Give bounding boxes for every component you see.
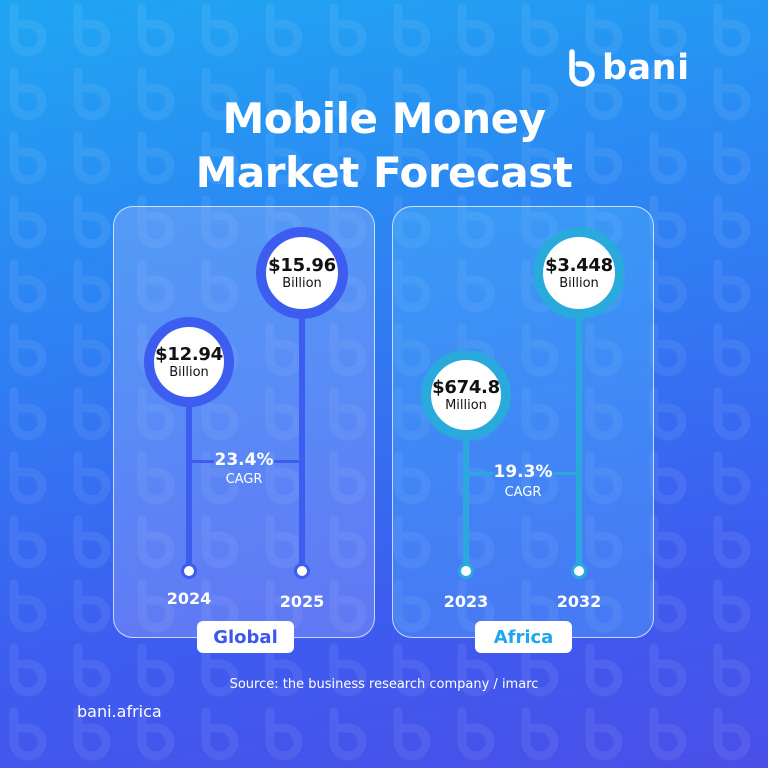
bani-logo-icon — [569, 49, 595, 87]
source-credit: Source: the business research company / … — [229, 677, 539, 692]
global-cagr-line-left — [192, 460, 214, 463]
africa-2032-stem — [576, 307, 582, 569]
global-end-year: 2025 — [279, 592, 325, 611]
global-cagr-line-right — [274, 460, 299, 463]
africa-2023-amount: $674.8 — [432, 376, 500, 398]
website-url: bani.africa — [77, 702, 162, 721]
africa-cagr-line-right — [553, 472, 576, 475]
global-2024-stem — [186, 397, 192, 567]
global-tag: Global — [197, 621, 294, 653]
title-line-2: Market Forecast — [195, 148, 573, 197]
africa-2023-endpoint — [458, 563, 474, 579]
global-2025-amount: $15.96 — [268, 254, 336, 276]
africa-panel: 19.3% CAGR $674.8 Million $3.448 Billion… — [392, 206, 654, 638]
africa-start-year: 2023 — [443, 592, 489, 611]
africa-cagr-value: 19.3% — [493, 462, 553, 482]
title-line-1: Mobile Money — [222, 94, 546, 143]
africa-end-year: 2032 — [556, 592, 602, 611]
africa-tag: Africa — [475, 621, 572, 653]
global-2025-unit: Billion — [282, 275, 322, 291]
global-2024-endpoint — [181, 563, 197, 579]
africa-2023-stem — [463, 427, 469, 569]
africa-cagr-label: CAGR — [504, 485, 542, 500]
page-title: Mobile Money Market Forecast — [0, 92, 768, 200]
global-cagr-value: 23.4% — [214, 450, 274, 470]
africa-2023-bubble: $674.8 Million — [421, 350, 511, 440]
global-2024-amount: $12.94 — [155, 343, 223, 365]
global-2025-bubble: $15.96 Billion — [256, 227, 348, 319]
africa-2032-amount: $3.448 — [545, 254, 613, 276]
africa-2032-bubble: $3.448 Billion — [533, 227, 625, 319]
brand-name: bani — [602, 48, 690, 88]
global-cagr-label: CAGR — [225, 472, 263, 487]
global-2024-unit: Billion — [169, 364, 209, 380]
africa-2032-endpoint — [571, 563, 587, 579]
brand-logo: bani — [566, 48, 690, 88]
global-2024-bubble: $12.94 Billion — [144, 317, 234, 407]
global-2025-stem — [299, 307, 305, 567]
africa-2032-unit: Billion — [559, 275, 599, 291]
global-start-year: 2024 — [166, 589, 212, 608]
africa-2023-unit: Million — [445, 397, 487, 413]
africa-cagr-line-left — [469, 472, 493, 475]
global-2025-endpoint — [294, 563, 310, 579]
global-panel: 23.4% CAGR $12.94 Billion $15.96 Billion… — [113, 206, 375, 638]
